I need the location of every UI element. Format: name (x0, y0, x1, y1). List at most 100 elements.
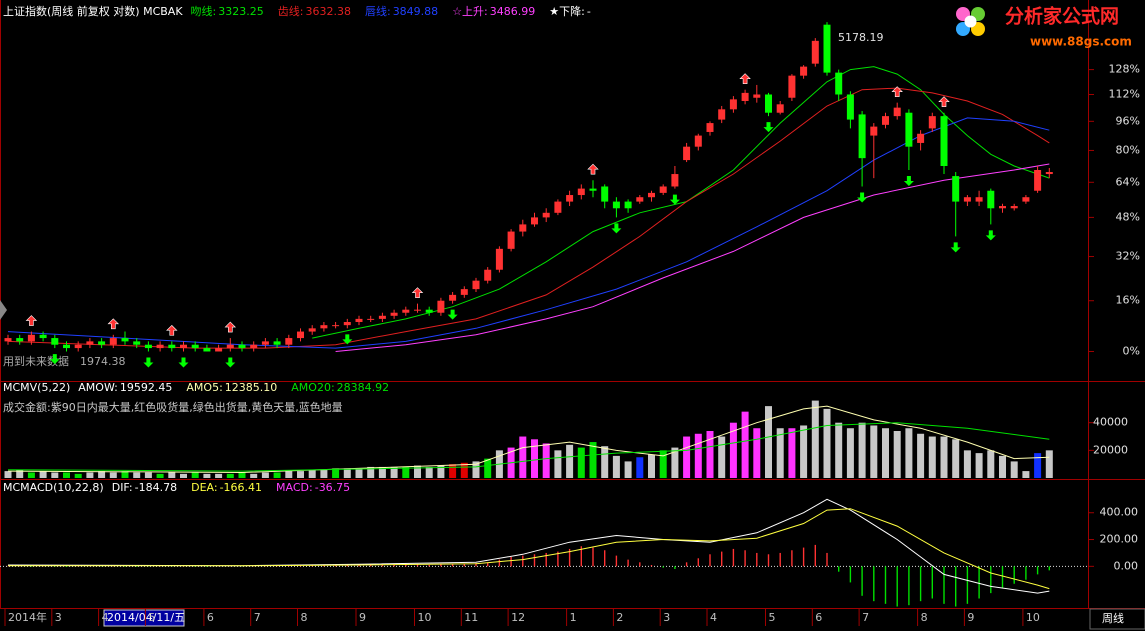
volume-bar (811, 400, 819, 478)
candle-body (776, 104, 784, 113)
volume-bar (882, 428, 889, 478)
sell-arrow (447, 309, 458, 320)
low-label: 1974.38 (80, 355, 126, 368)
y-tick-label: 128% (1109, 63, 1140, 76)
volume-bar (390, 466, 398, 478)
candle-body (437, 300, 445, 313)
candle-body (203, 348, 211, 352)
volume-bar (636, 457, 644, 478)
volume-bar (425, 466, 433, 478)
candle-body (601, 186, 609, 202)
volume-bar (917, 433, 925, 478)
panel-note: 成交金额:紫90日内最大量,红色吸货量,绿色出货量,黄色天量,蓝色地量 (3, 400, 343, 414)
candle-body (882, 116, 889, 125)
volume-bar (27, 472, 35, 478)
candle-body (343, 322, 351, 326)
candle-body (811, 40, 819, 64)
volume-bar (63, 472, 70, 478)
volume-bar (612, 455, 620, 478)
volume-bar (367, 466, 375, 478)
candle-body (519, 224, 527, 232)
sell-arrow (857, 192, 868, 203)
candle-body (98, 341, 106, 345)
candle-body (180, 344, 187, 349)
candle-body (308, 328, 316, 332)
volume-bar (531, 439, 538, 478)
volume-bar (542, 443, 550, 478)
legend-name: DIF: (112, 481, 133, 494)
x-tick-label: 5 (148, 611, 155, 624)
sell-arrow (49, 354, 60, 365)
volume-bar (624, 461, 632, 478)
legend-value: 19592.45 (120, 381, 173, 394)
candle-body (355, 318, 363, 323)
buy-arrow (166, 324, 178, 336)
volume-bar (788, 428, 796, 478)
period-button[interactable] (1089, 608, 1145, 630)
x-tick-label: 2 (616, 611, 623, 624)
candle-body (612, 201, 620, 209)
candle-body (893, 107, 901, 117)
volume-bar (823, 408, 831, 478)
buy-arrow (411, 287, 424, 298)
buy-arrow (891, 86, 903, 97)
candle-body (261, 341, 269, 345)
volume-bar (893, 431, 901, 478)
volume-bar (180, 473, 187, 478)
candle-body (63, 344, 70, 349)
scroll-handle[interactable] (0, 300, 7, 320)
candle-body (870, 126, 878, 136)
y-tick-label: 32% (1116, 250, 1140, 263)
volume-bar (753, 428, 761, 478)
period-label[interactable]: 周线 (1102, 611, 1124, 625)
candle-body (554, 201, 562, 213)
volume-bar (437, 465, 445, 478)
candle-body (39, 334, 47, 339)
buy-arrow (938, 96, 950, 108)
volume-bar (86, 472, 94, 478)
y-tick-label: 40000 (1093, 416, 1128, 429)
volume-bar (74, 473, 82, 478)
indicator-line (312, 66, 1050, 339)
legend-value: 3486.99 (490, 5, 536, 18)
candle-body (753, 94, 761, 98)
volume-bar (741, 411, 749, 478)
candle-body (27, 334, 35, 342)
volume-bar (98, 471, 106, 478)
buy-arrow (25, 315, 38, 326)
volume-bar (215, 473, 223, 478)
volume-bar (694, 433, 702, 478)
logo-url: www.88gs.com (1030, 35, 1132, 49)
x-tick-label: 10 (418, 611, 432, 624)
candle-body (905, 112, 913, 147)
candle-body (952, 176, 960, 202)
candle-body (566, 195, 574, 202)
y-tick-label: 80% (1116, 143, 1140, 156)
sell-arrow (985, 230, 996, 241)
volume-bar (51, 472, 59, 478)
x-tick-label: 9 (359, 611, 366, 624)
volume-bar (589, 442, 597, 478)
x-tick-label: 3 (55, 611, 62, 624)
volume-bar (905, 428, 913, 478)
legend-value: 12385.10 (225, 381, 278, 394)
volume-bar (765, 406, 772, 478)
volume-bar (16, 469, 24, 478)
indicator-line (7, 498, 1050, 594)
volume-bar (109, 472, 117, 478)
candle-body (718, 109, 726, 120)
candle-body (74, 344, 82, 349)
y-tick-label: 64% (1116, 175, 1140, 188)
volume-bar (203, 473, 211, 478)
y-tick-label: 96% (1116, 114, 1140, 127)
legend-name: AMO20: (291, 381, 334, 394)
volume-bar (449, 464, 457, 478)
legend-value: -166.41 (220, 481, 262, 494)
y-tick-label: 112% (1109, 87, 1140, 100)
logo-name: 分析家公式网 (1005, 5, 1119, 28)
volume-bar (297, 471, 304, 478)
volume-bar (554, 450, 562, 478)
volume-bar (577, 447, 585, 478)
volume-bar (729, 422, 737, 478)
